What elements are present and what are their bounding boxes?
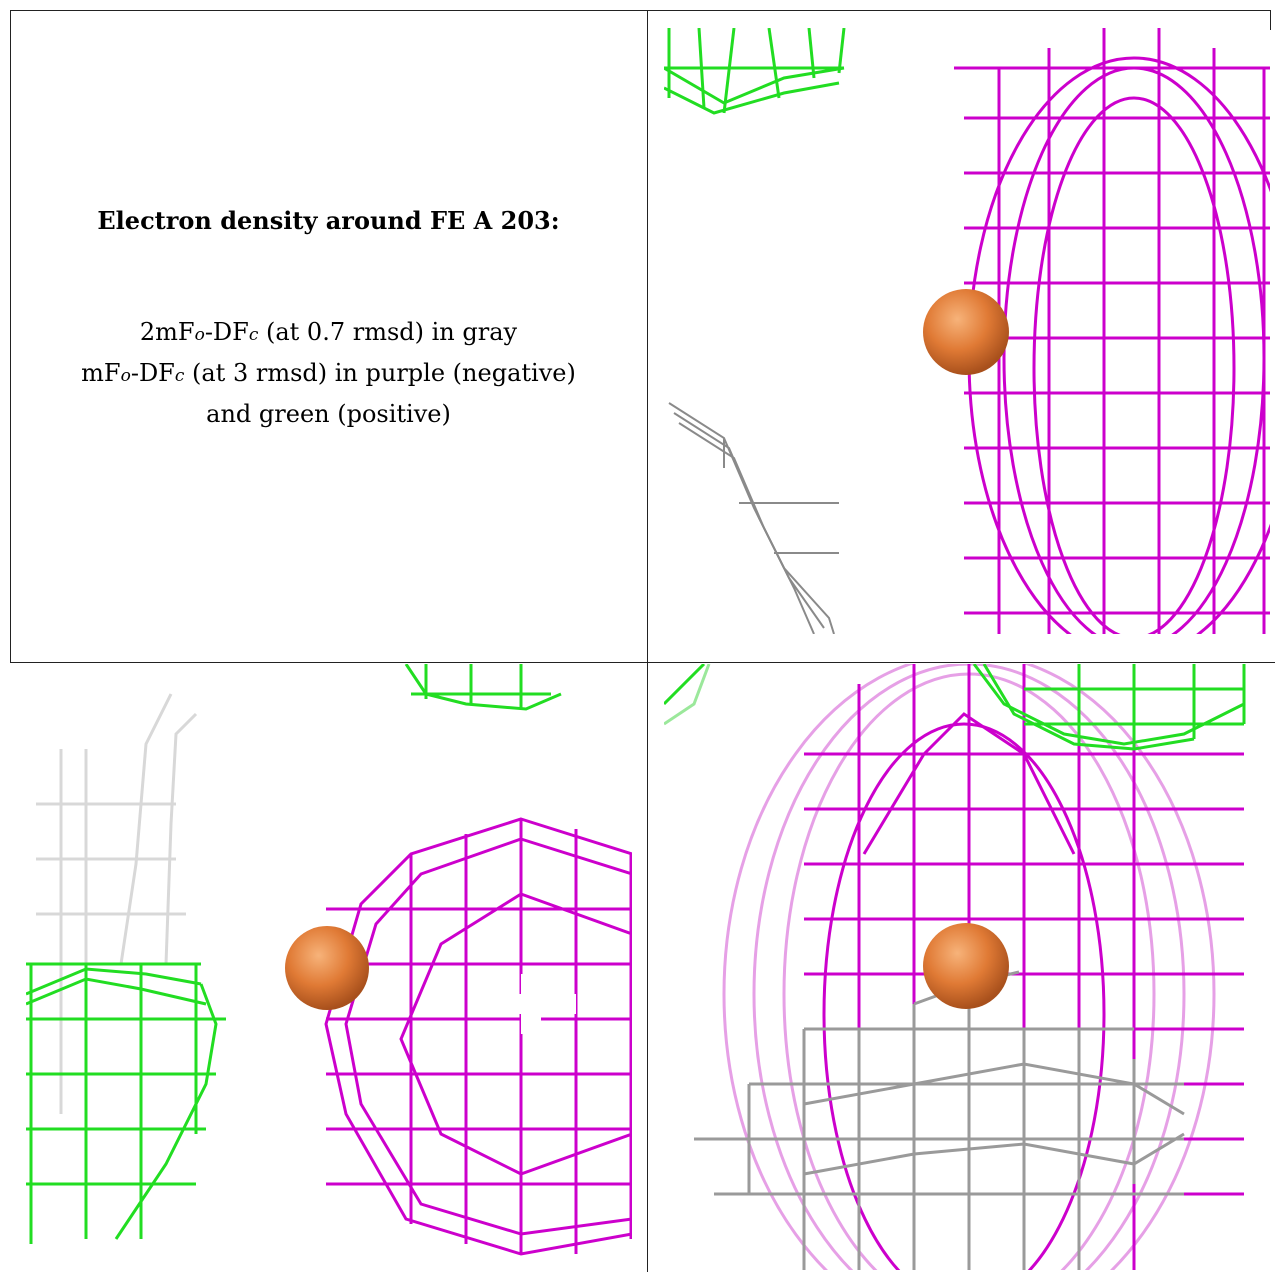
positive-mesh-top	[404, 664, 562, 711]
fe-atom-sphere	[923, 923, 1009, 1009]
positive-mesh	[664, 28, 846, 115]
fe-atom-sphere	[285, 926, 369, 1010]
mesh-gap	[521, 974, 541, 1034]
positive-mesh	[26, 962, 226, 1244]
gray-2fofc-mesh	[694, 970, 1185, 1270]
negative-mesh	[324, 817, 632, 1256]
density-view-top-right	[664, 28, 1270, 634]
gray-2fofc-mesh	[36, 693, 198, 1144]
legend-line-purple: mFo-DFc (at 3 rmsd) in purple (negative)	[81, 359, 576, 387]
positive-mesh-faint	[664, 664, 711, 726]
grid-top-border	[10, 10, 1270, 11]
mesh-svg-bottom-left	[26, 664, 632, 1256]
legend-line-green: and green (positive)	[206, 400, 451, 428]
grid-middle-border	[10, 662, 1275, 663]
mesh-svg-bottom-right	[664, 664, 1246, 1270]
caption-title: Electron density around FE A 203:	[97, 206, 560, 235]
grid-center-divider	[647, 10, 648, 1272]
positive-mesh	[664, 664, 1246, 751]
fe-atom-sphere	[923, 289, 1009, 375]
caption-panel: Electron density around FE A 203: 2mFo-D…	[10, 10, 647, 662]
legend-line-gray: 2mFo-DFc (at 0.7 rmsd) in gray	[139, 318, 518, 346]
gray-2fofc-mesh	[668, 402, 839, 634]
grid-left-border	[10, 10, 11, 662]
negative-mesh	[954, 28, 1270, 634]
density-view-bottom-right	[664, 664, 1270, 1270]
density-view-bottom-left	[26, 664, 632, 1270]
grid-right-border	[1270, 10, 1271, 30]
mesh-svg-top-right	[664, 28, 1270, 634]
caption-legend: 2mFo-DFc (at 0.7 rmsd) in gray mFo-DFc (…	[81, 313, 576, 433]
